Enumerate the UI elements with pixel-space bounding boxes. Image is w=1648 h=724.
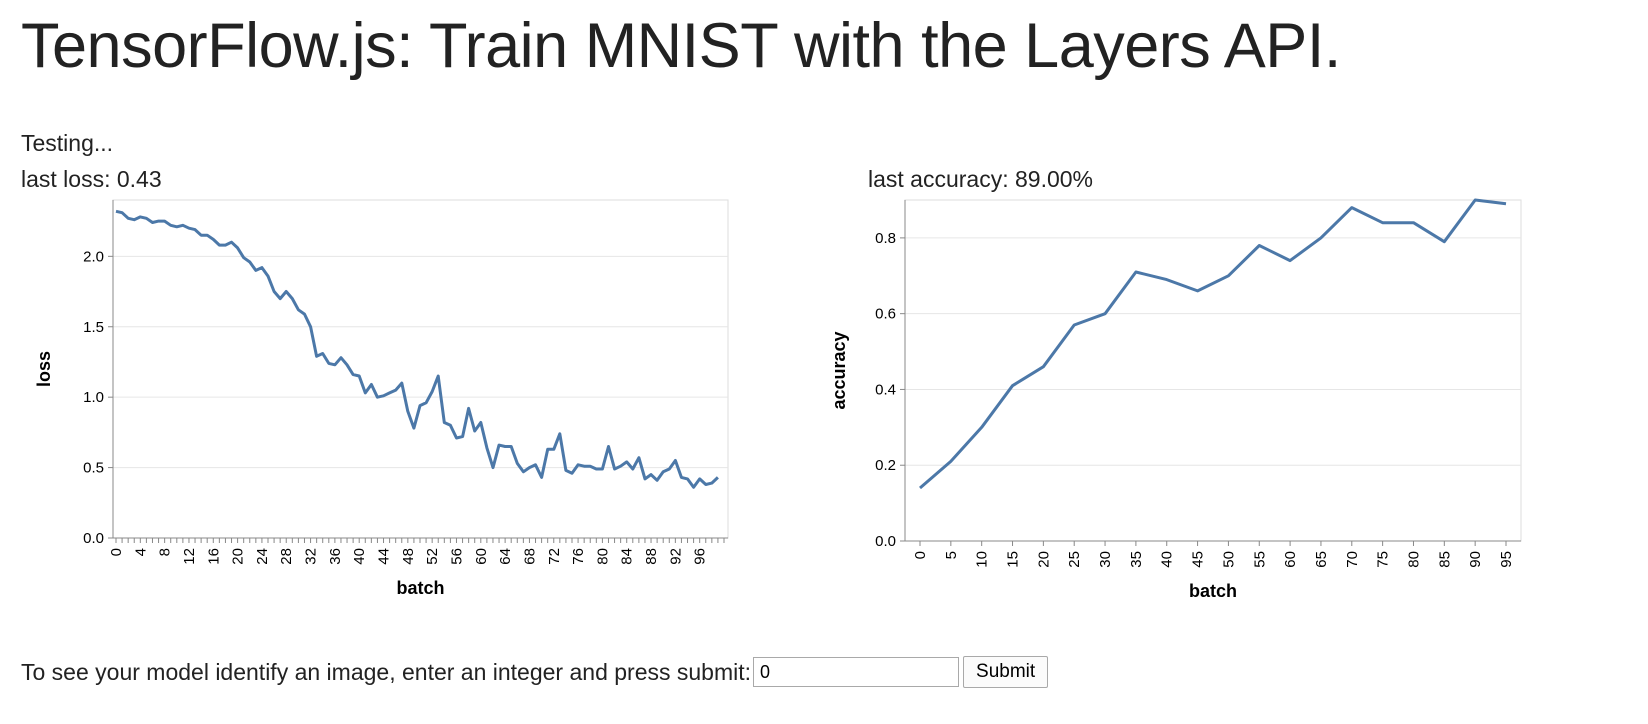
x-tick-label: 28 [278, 548, 295, 565]
y-tick-label: 0.0 [875, 533, 896, 550]
x-tick-label: 4 [132, 548, 149, 556]
x-tick-label: 5 [943, 551, 960, 559]
plot-frame [113, 200, 728, 538]
loss-series-line [116, 211, 718, 487]
x-tick-label: 56 [448, 548, 465, 565]
x-tick-label: 8 [157, 548, 174, 556]
x-tick-label: 72 [546, 548, 563, 565]
x-tick-label: 52 [424, 548, 441, 565]
x-tick-label: 95 [1498, 551, 1515, 568]
x-tick-label: 40 [351, 548, 368, 565]
x-tick-label: 16 [205, 548, 222, 565]
x-tick-label: 30 [1097, 551, 1114, 568]
x-tick-label: 88 [643, 548, 660, 565]
plot-frame [905, 200, 1521, 541]
y-axis-title: accuracy [829, 331, 849, 409]
x-tick-label: 90 [1467, 551, 1484, 568]
y-tick-label: 0.8 [875, 230, 896, 247]
last-accuracy-label: last accuracy: 89.00% [868, 166, 1093, 193]
x-tick-label: 68 [521, 548, 538, 565]
accuracy-series-line [920, 200, 1506, 488]
x-tick-label: 80 [1405, 551, 1422, 568]
x-tick-label: 50 [1220, 551, 1237, 568]
y-tick-label: 0.2 [875, 457, 896, 474]
loss-chart: 0.00.51.01.52.00 4 8 12 16 20 24 28 32 36 40 44 48 52… [0, 200, 800, 640]
accuracy-chart: 0.0 0.2 0.4 0.6 0.8 0 5 10 15 20 25 30 35 40 45 50 55 60 6… [840, 200, 1648, 640]
x-tick-label: 75 [1375, 551, 1392, 568]
x-tick-label: 64 [497, 548, 514, 565]
x-tick-label: 12 [181, 548, 198, 565]
x-tick-label: 25 [1066, 551, 1083, 568]
x-tick-label: 40 [1159, 551, 1176, 568]
x-axis-title: batch [1189, 581, 1237, 601]
x-tick-label: 36 [327, 548, 344, 565]
y-tick-label: 2.0 [83, 248, 104, 265]
x-tick-label: 60 [1282, 551, 1299, 568]
x-tick-label: 10 [974, 551, 991, 568]
x-tick-label: 65 [1313, 551, 1330, 568]
y-tick-label: 0.4 [875, 381, 896, 398]
x-tick-label: 0 [108, 548, 125, 556]
x-tick-label: 45 [1190, 551, 1207, 568]
y-tick-label: 0.6 [875, 306, 896, 323]
page-title: TensorFlow.js: Train MNIST with the Laye… [21, 10, 1341, 82]
y-tick-label: 1.0 [83, 389, 104, 406]
x-tick-label: 48 [400, 548, 417, 565]
x-tick-label: 35 [1128, 551, 1145, 568]
x-tick-label: 24 [254, 548, 271, 565]
x-tick-label: 76 [570, 548, 587, 565]
x-tick-label: 55 [1251, 551, 1268, 568]
x-tick-label: 32 [303, 548, 320, 565]
y-tick-label: 1.5 [83, 319, 104, 336]
status-text: Testing... [21, 130, 113, 157]
x-tick-label: 92 [667, 548, 684, 565]
x-tick-label: 44 [376, 548, 393, 565]
x-tick-label: 20 [1035, 551, 1052, 568]
x-tick-label: 70 [1344, 551, 1361, 568]
y-tick-label: 0.0 [83, 530, 104, 547]
x-axis-title: batch [396, 578, 444, 598]
x-tick-label: 96 [692, 548, 709, 565]
x-tick-label: 60 [473, 548, 490, 565]
x-tick-label: 0 [912, 551, 929, 559]
x-tick-label: 15 [1005, 551, 1022, 568]
x-tick-label: 20 [230, 548, 247, 565]
predict-prompt: To see your model identify an image, ent… [21, 659, 751, 686]
y-tick-label: 0.5 [83, 460, 104, 477]
x-tick-label: 84 [619, 548, 636, 565]
x-tick-label: 85 [1436, 551, 1453, 568]
image-index-input[interactable] [753, 657, 959, 687]
y-axis-title: loss [34, 351, 54, 387]
last-loss-label: last loss: 0.43 [21, 166, 162, 193]
x-tick-label: 80 [594, 548, 611, 565]
predict-form: To see your model identify an image, ent… [21, 655, 1048, 689]
submit-button[interactable]: Submit [963, 656, 1048, 688]
